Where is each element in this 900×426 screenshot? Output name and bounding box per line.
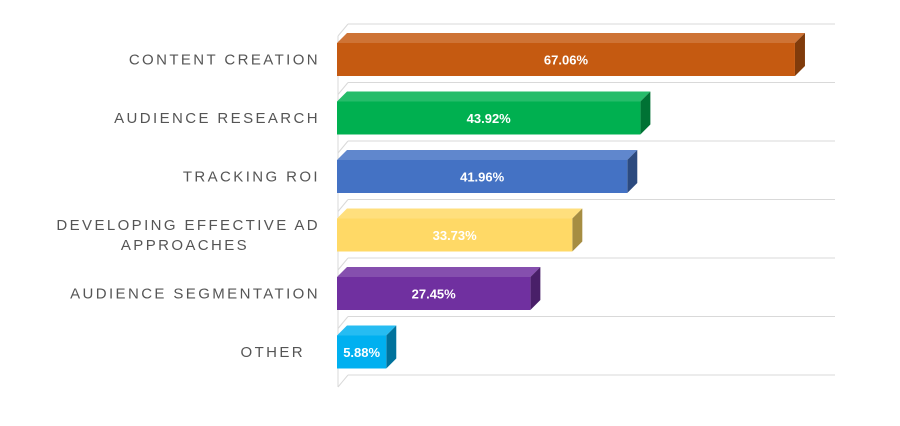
data-label: 27.45% <box>412 287 457 302</box>
bar-5: 27.45% <box>337 267 541 310</box>
bar-side-face <box>794 33 805 76</box>
bar-top-face <box>337 325 397 336</box>
bar-side-face <box>640 91 651 135</box>
bar-front-face <box>337 335 387 369</box>
bar-top-face <box>337 91 651 102</box>
bar-top-face <box>337 150 638 160</box>
bar-side-face <box>627 150 638 193</box>
bar-front-face <box>337 101 641 135</box>
data-label: 5.88% <box>343 345 380 360</box>
bar-front-face <box>337 277 531 310</box>
bar-top-face <box>337 33 805 43</box>
category-label: DEVELOPING EFFECTIVE AD <box>56 217 320 234</box>
bar-4: 33.73% <box>337 208 583 252</box>
depth-gridline <box>337 374 349 388</box>
bar-top-face <box>337 208 583 219</box>
data-label: 67.06% <box>544 53 589 68</box>
bar-top-face <box>337 267 541 277</box>
category-label: CONTENT CREATION <box>129 52 320 69</box>
bar-front-face <box>337 43 795 76</box>
depth-gridline <box>337 257 349 271</box>
bar-2: 43.92% <box>337 91 651 135</box>
bar-front-face <box>337 160 628 193</box>
depth-gridline <box>337 140 349 154</box>
category-label: AUDIENCE RESEARCH <box>114 110 320 127</box>
depth-gridline <box>337 82 349 95</box>
gridlines <box>337 23 835 388</box>
category-label: TRACKING ROI <box>183 169 320 186</box>
depth-gridline <box>337 23 349 37</box>
depth-gridline <box>337 316 349 329</box>
category-label: AUDIENCE SEGMENTATION <box>70 286 320 303</box>
data-label: 41.96% <box>460 170 505 185</box>
category-label: APPROACHES <box>121 237 249 254</box>
bar-1: 67.06% <box>337 33 805 76</box>
bars: 67.06% 43.92% 41.96% 33.73% 27.45% 5.88% <box>337 33 805 369</box>
bar-6: 5.88% <box>337 325 397 369</box>
bar-front-face <box>337 218 573 252</box>
bar-side-face <box>572 208 583 252</box>
bar-side-face <box>530 267 541 310</box>
data-label: 33.73% <box>433 228 478 243</box>
bar-side-face <box>386 325 397 369</box>
bar-3: 41.96% <box>337 150 638 193</box>
category-label: OTHER <box>241 344 306 361</box>
data-label: 43.92% <box>467 111 512 126</box>
category-labels: CONTENT CREATION AUDIENCE RESEARCH TRACKIN… <box>56 52 320 362</box>
depth-gridline <box>337 199 349 212</box>
